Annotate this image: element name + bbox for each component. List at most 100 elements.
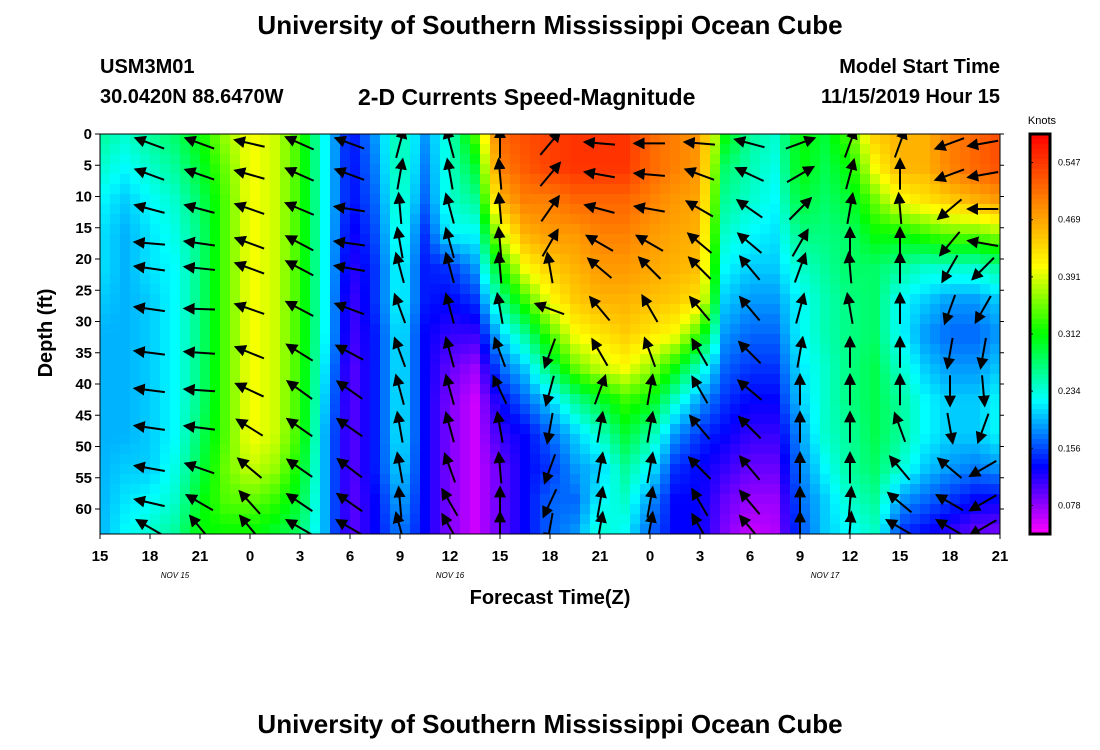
- heat-cell: [230, 524, 241, 534]
- heat-cell: [280, 484, 291, 495]
- heat-cell: [890, 264, 901, 275]
- heat-cell: [510, 204, 521, 215]
- heat-cell: [660, 454, 671, 465]
- heat-cell: [750, 184, 761, 195]
- heat-cell: [430, 284, 441, 295]
- heat-cell: [750, 404, 761, 415]
- current-vector: [493, 451, 506, 484]
- heat-cell: [230, 284, 241, 295]
- heat-cell: [250, 374, 261, 385]
- heat-cell: [450, 524, 461, 534]
- y-tick-label: 50: [75, 439, 92, 456]
- heat-cell: [450, 404, 461, 415]
- heat-cell: [820, 304, 831, 315]
- heat-cell: [910, 404, 921, 415]
- heat-cell: [550, 384, 561, 395]
- heat-cell: [710, 504, 721, 515]
- colorbar-segment: [1030, 269, 1050, 275]
- heat-cell: [260, 364, 271, 375]
- heat-cell: [860, 344, 871, 355]
- heat-cell: [120, 134, 131, 145]
- heat-cell: [920, 394, 931, 405]
- heat-cell: [530, 184, 541, 195]
- heat-cell: [480, 154, 491, 165]
- heat-cell: [180, 514, 191, 525]
- heat-cell: [380, 354, 391, 365]
- heat-cell: [230, 214, 241, 225]
- heat-cell: [170, 334, 181, 345]
- heat-cell: [270, 514, 281, 525]
- heat-cell: [390, 424, 401, 435]
- heat-cell: [810, 354, 821, 365]
- heat-cell: [610, 144, 621, 155]
- heat-cell: [300, 414, 311, 425]
- heat-cell: [520, 434, 531, 445]
- heat-cell: [850, 354, 861, 365]
- heat-cell: [140, 504, 151, 515]
- heat-cell: [170, 484, 181, 495]
- current-vector: [968, 519, 997, 534]
- heat-cell: [960, 234, 971, 245]
- heat-cell: [160, 424, 171, 435]
- heat-cell: [920, 404, 931, 415]
- heat-cell: [630, 424, 641, 435]
- heat-cell: [430, 264, 441, 275]
- heat-cell: [520, 354, 531, 365]
- page-title-top: University of Southern Mississippi Ocean…: [257, 10, 843, 40]
- heat-cell: [600, 324, 611, 335]
- heat-cell: [380, 424, 391, 435]
- heat-cell: [440, 504, 451, 515]
- heat-cell: [230, 134, 241, 145]
- heat-cell: [570, 274, 581, 285]
- heat-cell: [810, 504, 821, 515]
- colorbar-segment: [1030, 314, 1050, 320]
- heat-cell: [530, 354, 541, 365]
- heat-cell: [160, 364, 171, 375]
- heat-cell: [500, 174, 511, 185]
- heat-cell: [960, 134, 971, 145]
- heat-cell: [890, 314, 901, 325]
- current-vector: [333, 301, 365, 316]
- heat-cell: [460, 334, 471, 345]
- heat-cell: [240, 274, 251, 285]
- heat-cell: [790, 424, 801, 435]
- heat-cell: [730, 414, 741, 425]
- heat-cell: [610, 484, 621, 495]
- heat-cell: [610, 244, 621, 255]
- heat-cell: [920, 304, 931, 315]
- heat-cell: [920, 284, 931, 295]
- heat-cell: [190, 364, 201, 375]
- heat-cell: [270, 334, 281, 345]
- heat-cell: [430, 274, 441, 285]
- heat-cell: [570, 364, 581, 375]
- heat-cell: [420, 394, 431, 405]
- heat-cell: [170, 294, 181, 305]
- heat-cell: [970, 134, 981, 145]
- heat-cell: [720, 134, 731, 145]
- heat-cell: [400, 144, 411, 155]
- heat-cell: [170, 134, 181, 145]
- heat-cell: [820, 494, 831, 505]
- heat-cell: [860, 504, 871, 515]
- heat-cell: [900, 204, 911, 215]
- colorbar-segment: [1030, 384, 1050, 390]
- heat-cell: [430, 504, 441, 515]
- heat-cell: [530, 174, 541, 185]
- heat-cell: [250, 294, 261, 305]
- heat-cell: [650, 184, 661, 195]
- heat-cell: [710, 364, 721, 375]
- heat-cell: [620, 204, 631, 215]
- heat-cell: [580, 384, 591, 395]
- heat-cell: [820, 344, 831, 355]
- heat-cell: [900, 174, 911, 185]
- heat-cell: [680, 344, 691, 355]
- colorbar-segment: [1030, 364, 1050, 370]
- heat-cell: [550, 314, 561, 325]
- heat-cell: [660, 164, 671, 175]
- heat-cell: [930, 204, 941, 215]
- heat-cell: [940, 504, 951, 515]
- colorbar-segment: [1030, 274, 1050, 280]
- heat-cell: [650, 294, 661, 305]
- heat-cell: [570, 414, 581, 425]
- heat-cell: [350, 354, 361, 365]
